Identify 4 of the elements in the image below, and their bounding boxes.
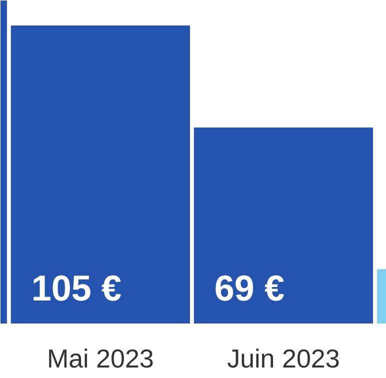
x-tick-label: Juin 2023 xyxy=(227,344,340,374)
data-label: 69 € xyxy=(214,268,284,308)
x-tick-label: Mai 2023 xyxy=(46,344,154,374)
data-label: 105 € xyxy=(31,268,122,308)
